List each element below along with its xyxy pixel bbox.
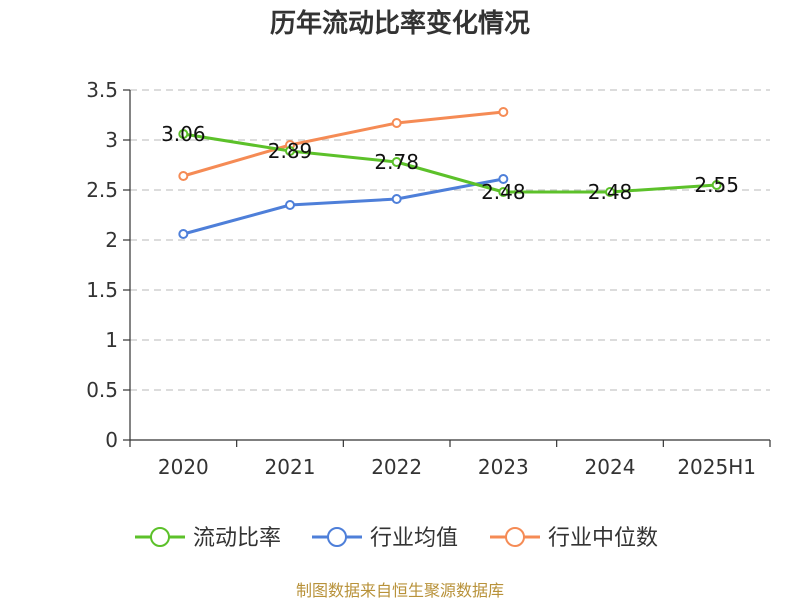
y-tick-label: 2.5 [86, 178, 118, 202]
data-point [498, 187, 509, 197]
x-tick-label: 2025H1 [677, 455, 756, 479]
axes: 0 0.5 1 1.5 2 2.5 3 3.5 2020 2021 2022 2023 2024 2025… [86, 78, 771, 479]
data-point [498, 174, 509, 184]
data-label: 2.55 [694, 173, 739, 197]
data-label: 2.48 [588, 180, 633, 204]
y-tick-label: 3.5 [86, 78, 118, 102]
series-layer [178, 107, 722, 239]
y-tick-label: 0.5 [86, 378, 118, 402]
legend-label: 行业均值 [370, 526, 458, 551]
x-tick-label: 2021 [265, 455, 316, 479]
data-labels: 3.06 2.89 2.78 2.48 2.48 2.55 [161, 122, 739, 204]
legend-item: 行业均值 [312, 526, 458, 551]
data-point [178, 129, 189, 139]
data-label: 2.48 [481, 180, 526, 204]
x-tick-label: 2024 [585, 455, 636, 479]
series-line [182, 110, 504, 178]
series-1 [178, 174, 509, 239]
data-point [391, 157, 402, 167]
data-point [178, 171, 189, 181]
y-tick-label: 0 [105, 428, 118, 452]
chart-title: 历年流动比率变化情况 [270, 8, 530, 39]
legend-item: 行业中位数 [490, 526, 658, 551]
data-point [178, 229, 189, 239]
data-point [498, 107, 509, 117]
y-tick-label: 3 [105, 128, 118, 152]
legend-marker [150, 527, 170, 547]
data-point [391, 194, 402, 204]
legend-item: 流动比率 [135, 526, 281, 551]
legend-label: 行业中位数 [548, 526, 658, 551]
series-line [183, 132, 717, 194]
grid-lines [130, 89, 770, 391]
series-line [182, 177, 504, 236]
y-tick-label: 1.5 [86, 278, 118, 302]
data-point [605, 187, 615, 197]
data-label: 3.06 [161, 122, 206, 146]
source-note: 制图数据来自恒生聚源数据库 [296, 581, 504, 600]
x-tick-label: 2022 [371, 455, 422, 479]
x-tick-label: 2023 [478, 455, 529, 479]
data-point [285, 200, 295, 210]
data-label: 2.89 [268, 139, 313, 163]
series-2 [178, 107, 509, 181]
legend: 流动比率 行业均值 行业中位数 [135, 526, 658, 551]
series-0 [178, 129, 722, 197]
legend-marker [505, 527, 525, 547]
data-point [285, 146, 295, 156]
legend-label: 流动比率 [193, 526, 281, 551]
data-point [711, 180, 722, 190]
data-label: 2.78 [374, 150, 419, 174]
data-point [391, 118, 402, 128]
y-tick-label: 2 [105, 228, 118, 252]
y-tick-label: 1 [105, 328, 118, 352]
x-tick-label: 2020 [158, 455, 209, 479]
legend-marker [327, 527, 347, 547]
